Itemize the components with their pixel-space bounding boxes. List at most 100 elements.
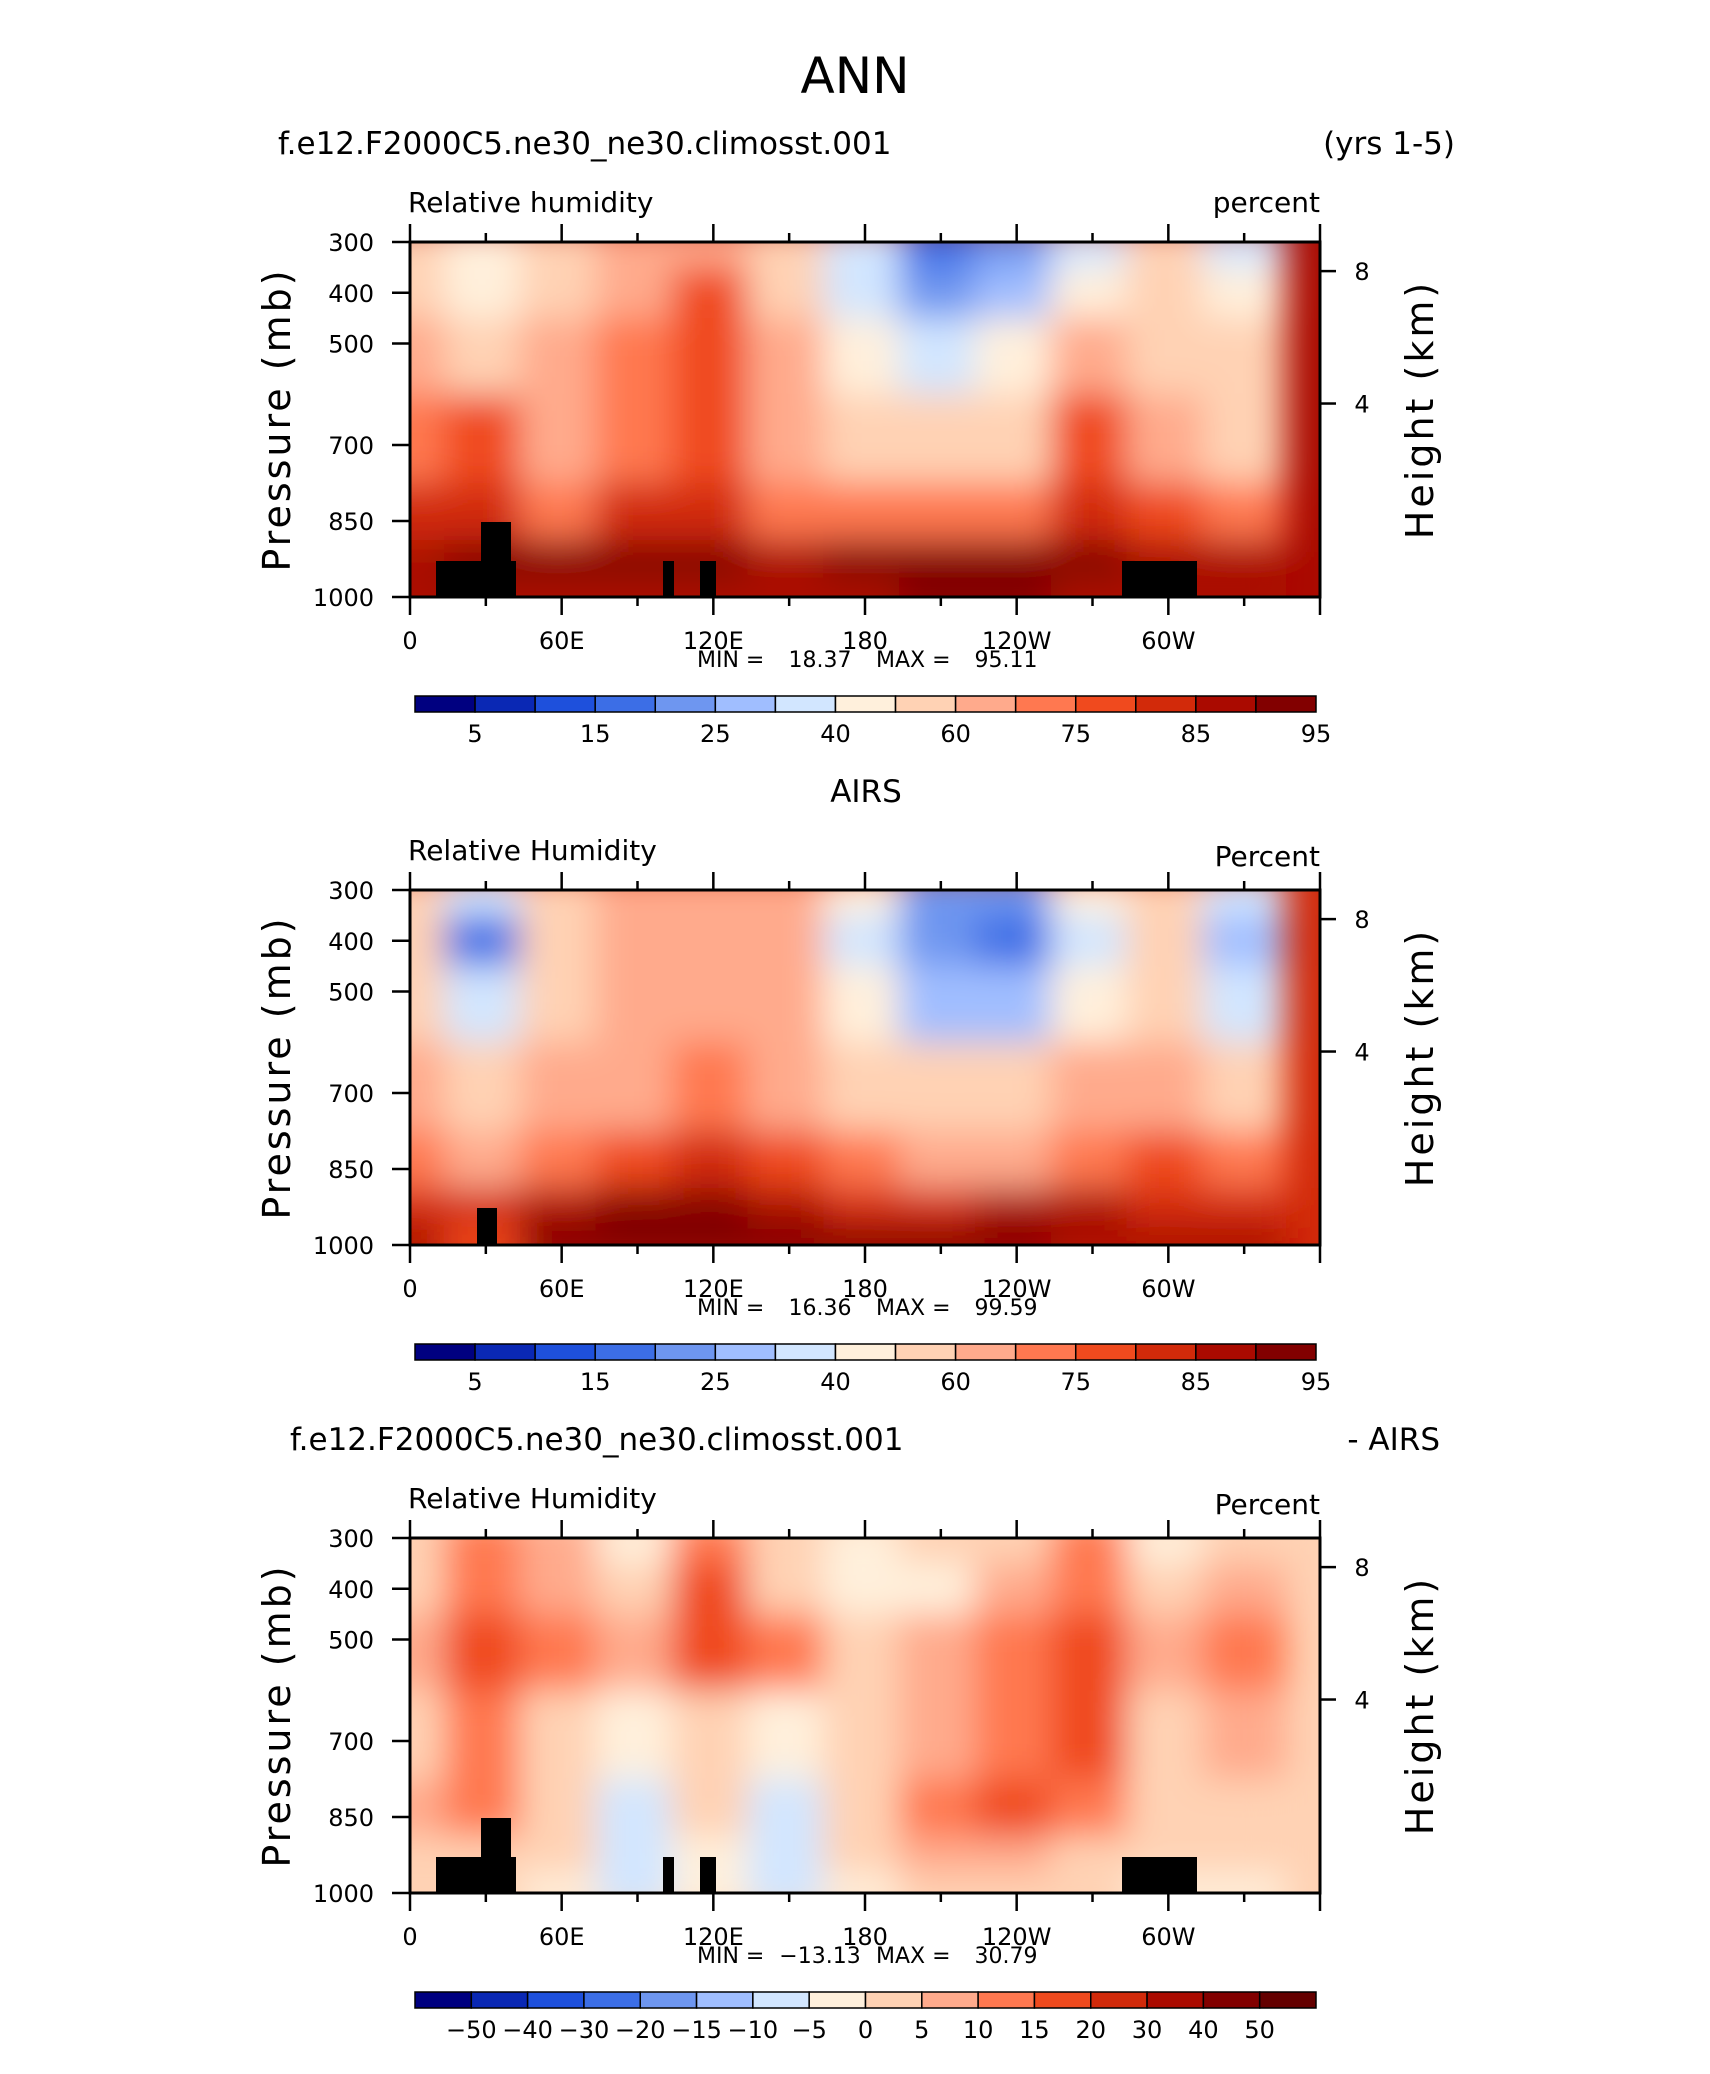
topography-mask: [477, 1208, 497, 1245]
heat-cell: [1202, 1836, 1286, 1876]
heat-cell: [519, 966, 604, 1044]
colorbar-label: 5: [914, 2016, 929, 2044]
variable-label: Relative Humidity: [408, 1482, 657, 1515]
heat-cell: [899, 1874, 983, 1893]
y-tick-label: 500: [328, 1627, 374, 1655]
heat-cell: [1126, 1690, 1211, 1781]
y-tick-label: 700: [328, 432, 374, 460]
variable-label: Relative Humidity: [408, 834, 657, 867]
heat-cell: [671, 1779, 756, 1838]
colorbar-label: 15: [580, 720, 611, 748]
heat-cell: [519, 1538, 604, 1565]
colorbar-label: 60: [940, 1368, 971, 1396]
heat-cell: [747, 1836, 831, 1876]
colorbar-swatch: [639, 1991, 698, 2009]
heat-cell: [1202, 1188, 1286, 1228]
heat-cell: [671, 394, 756, 485]
heat-cell: [823, 483, 907, 542]
min-value: 18.37: [789, 648, 852, 673]
colorbar-label: 40: [1188, 2016, 1219, 2044]
heat-cell: [1202, 1614, 1286, 1692]
colorbar-label: 75: [1060, 1368, 1091, 1396]
heat-cell: [410, 1226, 452, 1245]
heat-cell: [974, 540, 1059, 580]
heat-cell: [1050, 890, 1135, 917]
colorbar-swatch: [1195, 695, 1257, 713]
colorbar-swatch: [594, 1343, 657, 1361]
heat-cell: [823, 1226, 907, 1245]
heat-cell: [1126, 1538, 1211, 1565]
units-label: Percent: [1215, 840, 1320, 873]
heat-cell: [974, 1874, 1059, 1893]
heat-cell: [1126, 890, 1211, 917]
colorbar-label: 40: [820, 720, 851, 748]
colorbar-swatch: [1195, 1343, 1257, 1361]
colorbar-label: 75: [1060, 720, 1091, 748]
colorbar-swatch: [1014, 695, 1077, 713]
colorbar-swatch: [774, 1343, 837, 1361]
colorbar-swatch: [1146, 1991, 1205, 2009]
heat-cell: [823, 966, 907, 1044]
colorbar-label: −50: [446, 2016, 497, 2044]
heat-cell: [444, 242, 528, 269]
heat-cell: [1202, 483, 1286, 542]
heat-cell: [1202, 1779, 1286, 1838]
heat-cell: [519, 915, 604, 968]
heat-cell: [899, 578, 983, 597]
heat-cell: [595, 966, 680, 1044]
heat-cell: [595, 915, 680, 968]
colorbar-swatch: [752, 1991, 810, 2009]
heat-cell: [899, 966, 983, 1044]
colorbar-swatch: [414, 1343, 476, 1361]
heat-cell: [899, 915, 983, 968]
x-tick-label: 120W: [982, 1275, 1052, 1303]
heat-cell: [823, 318, 907, 396]
heat-cell: [1050, 1188, 1135, 1228]
heat-cell: [747, 915, 831, 968]
heat-cell: [671, 267, 756, 320]
min-value: 16.36: [789, 1296, 852, 1321]
heat-cell: [823, 1131, 907, 1190]
heat-cell: [899, 483, 983, 542]
colorbar-swatch: [695, 1991, 754, 2009]
y-axis-label: Pressure (mb): [255, 1563, 299, 1867]
height-tick-label: 4: [1354, 1039, 1369, 1067]
y-tick-label: 700: [328, 1080, 374, 1108]
heat-cell: [1050, 1779, 1135, 1838]
y-axis-label-right: Height (km): [1398, 280, 1442, 539]
height-tick-label: 8: [1354, 906, 1369, 934]
min-value: −13.13: [779, 1944, 860, 1969]
heat-cell: [974, 1563, 1059, 1616]
colorbar-label: 5: [467, 720, 482, 748]
heat-cell: [747, 1779, 831, 1838]
heat-cell: [444, 915, 528, 968]
colorbar-swatch: [534, 1343, 596, 1361]
topography-mask: [481, 1818, 511, 1893]
max-label: MAX =: [876, 1944, 951, 1969]
heat-cell: [899, 540, 983, 580]
heat-cell: [519, 242, 604, 269]
heat-cell: [899, 890, 983, 917]
colorbar-swatch: [894, 1343, 957, 1361]
x-tick-label: 0: [402, 1923, 417, 1951]
colorbar-swatch: [594, 695, 657, 713]
contour-field: [410, 890, 1320, 1245]
max-value: 95.11: [975, 648, 1038, 673]
heat-cell: [671, 1188, 756, 1228]
heat-cell: [823, 915, 907, 968]
colorbar-label: 25: [700, 1368, 731, 1396]
heat-cell: [1202, 890, 1286, 917]
heat-cell: [747, 890, 831, 917]
heat-cell: [1050, 966, 1135, 1044]
colorbar-label: 40: [820, 1368, 851, 1396]
max-value: 30.79: [975, 1944, 1038, 1969]
heat-cell: [823, 890, 907, 917]
heat-cell: [747, 1874, 831, 1893]
x-tick-label: 180: [842, 1275, 888, 1303]
heat-cell: [444, 890, 528, 917]
heat-cell: [747, 1690, 831, 1781]
heat-cell: [671, 1563, 756, 1616]
heat-cell: [1050, 1563, 1135, 1616]
heat-cell: [1126, 318, 1211, 396]
